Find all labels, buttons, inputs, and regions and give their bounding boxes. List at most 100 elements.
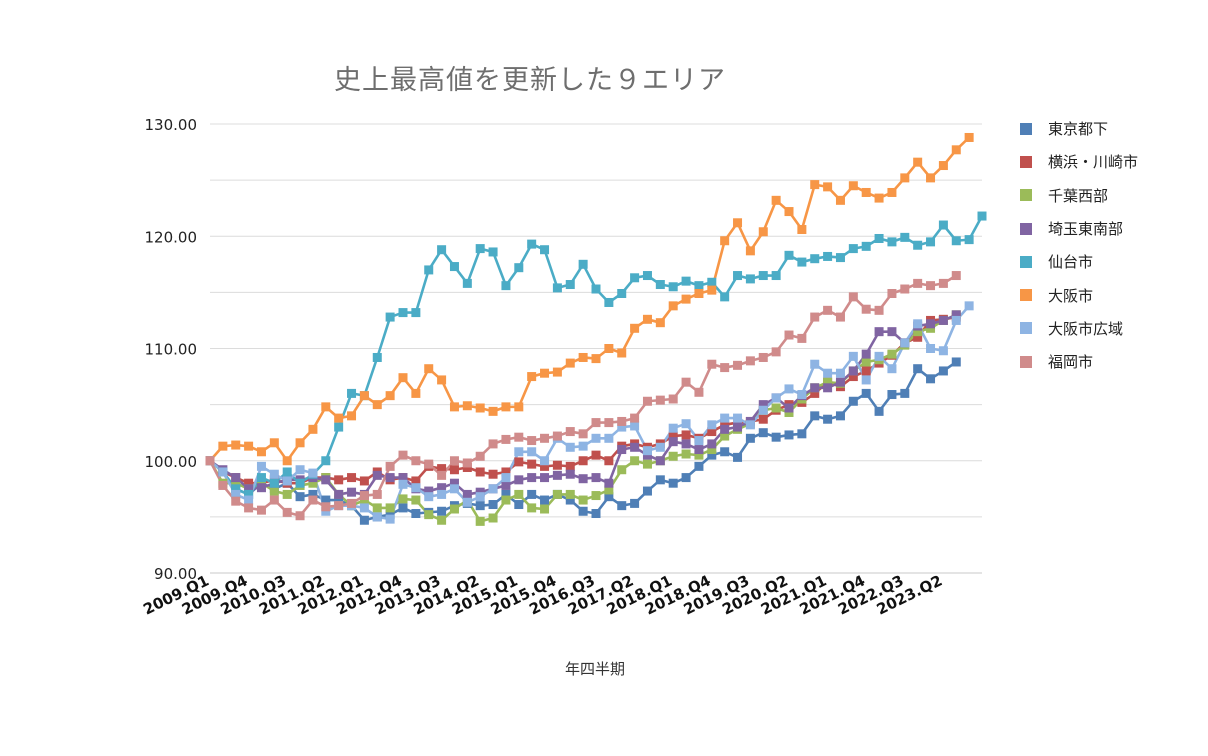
data-point <box>540 456 550 466</box>
data-point <box>591 509 601 519</box>
data-point <box>244 503 254 513</box>
data-point <box>887 364 897 374</box>
data-point <box>347 473 357 483</box>
data-point <box>424 510 434 520</box>
data-point <box>835 195 845 205</box>
data-point <box>578 441 588 451</box>
legend-swatch <box>1020 322 1032 335</box>
data-point <box>630 273 640 283</box>
data-point <box>552 283 562 293</box>
data-point <box>887 237 897 247</box>
data-point <box>565 495 575 505</box>
data-point <box>269 469 279 479</box>
data-point <box>462 489 472 499</box>
data-point <box>462 458 472 468</box>
data-point <box>256 473 266 483</box>
data-point <box>552 367 562 377</box>
data-point <box>540 504 550 514</box>
y-tick-label: 120.00 <box>145 228 198 246</box>
data-point <box>565 358 575 368</box>
y-tick-label: 130.00 <box>145 116 198 134</box>
data-point <box>926 344 936 353</box>
data-point <box>823 383 833 393</box>
data-point <box>745 433 755 443</box>
data-point <box>334 413 344 423</box>
data-point <box>437 375 447 385</box>
data-point <box>591 450 601 460</box>
data-point <box>630 498 640 508</box>
data-point <box>244 478 254 488</box>
data-point <box>295 465 305 475</box>
data-point <box>758 414 768 424</box>
legend-label: 埼玉東南部 <box>1048 220 1124 239</box>
data-point <box>630 323 640 333</box>
data-point <box>475 244 485 254</box>
data-point <box>308 478 318 488</box>
data-point <box>527 473 537 483</box>
data-point <box>694 445 704 455</box>
data-point <box>385 461 395 471</box>
legend-item: 大阪市広域 <box>1020 312 1138 345</box>
data-point <box>797 390 807 400</box>
data-point <box>848 396 858 406</box>
data-point <box>334 475 344 485</box>
data-point <box>347 388 357 398</box>
data-point <box>488 247 498 257</box>
data-point <box>256 461 266 471</box>
data-point <box>565 461 575 471</box>
data-point <box>604 418 614 428</box>
data-point <box>540 368 550 378</box>
data-point <box>334 489 344 499</box>
data-point <box>707 420 717 430</box>
data-point <box>720 447 730 457</box>
data-point <box>347 487 357 497</box>
data-point <box>231 484 241 494</box>
legend-label: 大阪市 <box>1048 286 1094 305</box>
data-point <box>501 489 511 499</box>
data-point <box>720 413 730 423</box>
data-point <box>642 486 652 496</box>
data-point <box>244 495 254 505</box>
data-point <box>823 414 833 424</box>
data-point <box>745 420 755 430</box>
data-point <box>784 250 794 260</box>
data-point <box>617 416 627 426</box>
data-point <box>784 384 794 394</box>
data-point <box>913 364 923 374</box>
data-point <box>655 456 665 466</box>
data-point <box>527 503 537 513</box>
legend-swatch <box>1020 289 1032 302</box>
data-point <box>449 504 459 514</box>
data-point <box>462 497 472 507</box>
data-point <box>540 495 550 505</box>
data-point <box>437 464 447 474</box>
data-point <box>437 489 447 499</box>
data-point <box>282 467 292 477</box>
data-point <box>591 418 601 428</box>
data-point <box>810 411 820 421</box>
data-point <box>514 402 524 412</box>
data-point <box>424 459 434 469</box>
data-point <box>835 253 845 263</box>
data-point <box>475 492 485 502</box>
data-point <box>926 173 936 183</box>
data-point <box>359 476 369 486</box>
data-point <box>668 451 678 461</box>
legend-item: 埼玉東南部 <box>1020 212 1138 245</box>
data-point <box>938 161 948 171</box>
data-point <box>694 387 704 397</box>
data-point <box>308 495 318 505</box>
data-point <box>411 308 421 318</box>
data-point <box>449 456 459 466</box>
data-point <box>527 239 537 249</box>
legend-item: 横浜・川崎市 <box>1020 145 1138 178</box>
data-point <box>604 297 614 307</box>
data-point <box>514 263 524 273</box>
data-point <box>372 489 382 499</box>
data-point <box>823 305 833 315</box>
data-point <box>861 304 871 314</box>
data-point <box>475 451 485 461</box>
data-point <box>578 259 588 269</box>
data-point <box>861 349 871 359</box>
